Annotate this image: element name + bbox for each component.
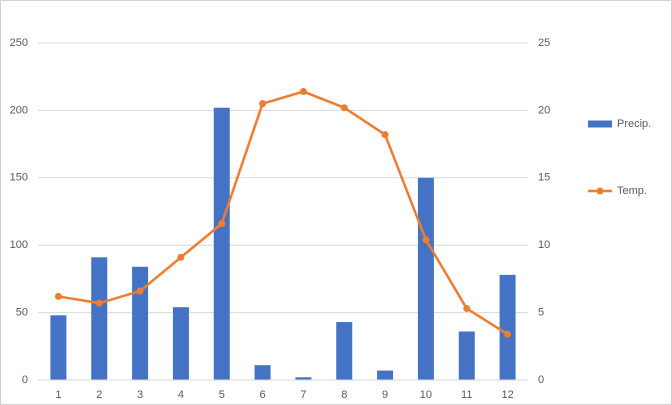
line-point xyxy=(177,253,185,261)
legend-label: Temp. xyxy=(617,185,647,197)
y-tick-label: 100 xyxy=(10,239,28,251)
x-tick-label: 2 xyxy=(96,389,102,401)
y-tick-label: 200 xyxy=(10,104,28,116)
x-tick-label: 9 xyxy=(382,389,388,401)
line-point xyxy=(95,299,103,307)
line-point xyxy=(218,220,226,228)
line-point xyxy=(381,131,389,139)
legend-label: Precip. xyxy=(617,118,651,130)
bar xyxy=(213,107,230,380)
line-point xyxy=(504,330,512,338)
y-tick-label: 0 xyxy=(22,374,28,386)
y-tick-label: 250 xyxy=(10,37,28,49)
bar xyxy=(254,365,271,380)
line-point xyxy=(54,292,62,300)
bar xyxy=(132,266,149,380)
line-point xyxy=(259,100,267,108)
line-point xyxy=(299,88,307,96)
y2-tick-label: 25 xyxy=(538,37,550,49)
x-tick-label: 4 xyxy=(178,389,184,401)
bar xyxy=(377,370,394,380)
y2-tick-label: 20 xyxy=(538,104,550,116)
y2-tick-label: 15 xyxy=(538,172,550,184)
x-tick-label: 10 xyxy=(420,389,432,401)
bar xyxy=(499,274,516,380)
line-point xyxy=(340,104,348,112)
y2-tick-label: 5 xyxy=(538,307,544,319)
x-tick-label: 7 xyxy=(300,389,306,401)
line-point xyxy=(422,236,430,244)
x-tick-label: 1 xyxy=(55,389,61,401)
bar xyxy=(50,315,67,380)
bar xyxy=(458,331,475,380)
bar xyxy=(172,307,189,380)
x-tick-label: 11 xyxy=(461,389,472,401)
x-tick-label: 5 xyxy=(219,389,225,401)
bar xyxy=(417,177,434,380)
bar xyxy=(336,322,353,380)
x-tick-label: 6 xyxy=(260,389,266,401)
x-tick-label: 3 xyxy=(137,389,143,401)
legend-swatch xyxy=(588,120,612,128)
x-tick-label: 8 xyxy=(341,389,347,401)
line xyxy=(58,90,509,336)
y-tick-label: 150 xyxy=(10,172,28,184)
y-tick-label: 50 xyxy=(16,307,28,319)
bar xyxy=(295,377,312,380)
bar xyxy=(91,257,108,380)
y2-tick-label: 0 xyxy=(538,374,544,386)
line-point xyxy=(136,287,144,295)
y2-tick-label: 10 xyxy=(538,239,550,251)
x-tick-label: 12 xyxy=(501,389,513,401)
legend-marker xyxy=(596,187,604,195)
line-point xyxy=(463,305,471,313)
